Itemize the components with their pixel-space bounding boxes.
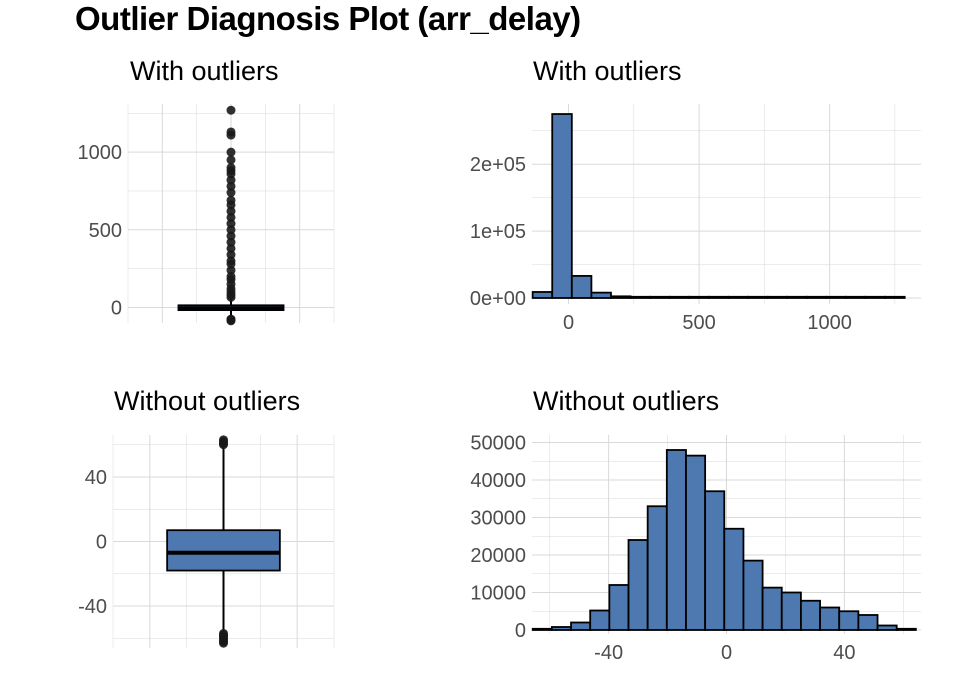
- panel-4-histogram-bar: [819, 606, 841, 631]
- panel-3-outlier-point: [219, 435, 228, 445]
- panel-4-histogram-bar: [761, 586, 783, 631]
- panel-4-histogram-bar: [704, 490, 726, 631]
- panel-4-histogram-bar: [665, 449, 687, 631]
- panel-2-ytick-label: 0e+00: [470, 288, 526, 310]
- panel-4-ytick-label: 30000: [470, 508, 526, 530]
- panel-1-outlier-point: [226, 271, 236, 281]
- panel-2-histogram-bar: [551, 113, 573, 299]
- panel-2-title: With outliers: [533, 56, 682, 86]
- panel-1-outlier-point: [226, 256, 236, 266]
- panel-2-histogram-bar: [707, 295, 730, 299]
- panel-4-histogram-bar: [780, 591, 802, 631]
- panel-1-outlier-point: [226, 212, 236, 222]
- panel-4-histogram-bar: [646, 505, 668, 631]
- page-title: Outlier Diagnosis Plot (arr_delay): [75, 0, 581, 37]
- panel-4-histogram-bar: [876, 624, 898, 631]
- panel-1-outlier-point: [226, 265, 236, 275]
- panel-4-histogram-bar: [895, 627, 917, 631]
- panel-4-histogram-bar: [800, 599, 821, 631]
- panel-1: With outliers 0 500 1000: [78, 56, 335, 326]
- panel-2-histogram-bar: [786, 295, 808, 299]
- panel-2-histogram-bar: [531, 291, 554, 299]
- panel-3: Without outliers -40 0 40: [78, 386, 335, 648]
- panel-4-histogram-bar: [589, 609, 611, 631]
- panel-1-outlier-point: [226, 163, 236, 173]
- panel-2-histogram-bar: [668, 295, 691, 299]
- panel-4-ytick-label: 20000: [470, 545, 526, 567]
- panel-2-histogram-bar: [747, 295, 769, 299]
- panel-4-histogram-bar: [531, 627, 553, 631]
- panel-2-histogram-bar: [570, 275, 593, 299]
- panel-2: With outliers 0e+00 1e+05 2e+05 0 500 1000: [470, 56, 921, 334]
- panel-1-outlier-point: [226, 314, 236, 324]
- panel-1-outlier-point: [226, 147, 236, 157]
- panel-2-histogram-bar: [845, 295, 867, 299]
- panel-1-outlier-point: [226, 231, 236, 241]
- panel-4: Without outliers 0 10000 20000 30000 40000 500…: [470, 386, 921, 664]
- panel-3-outlier-point: [219, 628, 228, 638]
- panel-4-histogram-bar: [550, 626, 572, 631]
- panel-2-xtick-label: 1000: [807, 312, 852, 334]
- panel-2-histogram-bar: [629, 295, 652, 299]
- panel-2-ytick-label: 2e+05: [470, 154, 526, 176]
- panel-1-outlier-point: [226, 127, 236, 137]
- panel-4-xtick-label: 40: [833, 642, 855, 664]
- panel-1-title: With outliers: [130, 56, 279, 86]
- panel-1-outlier-point: [226, 219, 236, 229]
- panel-4-ytick-label: 40000: [470, 470, 526, 492]
- panel-4-histogram-bar: [570, 621, 592, 631]
- panel-4-xtick-label: -40: [594, 642, 623, 664]
- panel-2-histogram-bar: [766, 295, 789, 299]
- panel-1-outlier-point: [226, 195, 236, 205]
- panel-1-outlier-point: [226, 181, 236, 191]
- panel-2-histogram-bar: [805, 295, 828, 299]
- panel-3-box: [166, 529, 281, 572]
- panel-1-outlier-point: [226, 243, 236, 253]
- panel-1-outlier-point: [226, 105, 236, 115]
- panel-1-outlier-point: [226, 188, 236, 198]
- panel-1-outlier-point: [226, 155, 236, 165]
- panel-1-ytick-label: 500: [89, 220, 122, 242]
- panel-4-histogram-bar: [627, 539, 649, 631]
- panel-1-outlier-point: [226, 175, 236, 185]
- panel-2-ytick-label: 1e+05: [470, 221, 526, 243]
- panel-2-histogram-bar: [825, 295, 847, 299]
- panel-2-histogram-bar: [864, 295, 887, 299]
- panel-4-title: Without outliers: [533, 386, 719, 416]
- panel-2-histogram-bar: [884, 295, 906, 299]
- panel-4-ytick-label: 10000: [470, 583, 526, 605]
- panel-4-xtick-label: 0: [721, 642, 732, 664]
- panel-3-ytick-label: 0: [96, 532, 107, 554]
- panel-2-histogram-bar: [590, 291, 612, 299]
- panel-4-histogram-bar: [723, 527, 745, 631]
- panel-1-outlier-point: [226, 237, 236, 247]
- panel-1-outlier-point: [226, 250, 236, 260]
- panel-2-histogram-bar: [688, 295, 710, 299]
- panel-1-outlier-point: [226, 225, 236, 235]
- panel-4-histogram-bar: [685, 454, 707, 631]
- panel-4-histogram-bar: [608, 584, 630, 631]
- panel-2-histogram-bar: [610, 295, 632, 299]
- panel-3-ytick-label: 40: [85, 467, 107, 489]
- panel-1-ytick-label: 0: [111, 297, 122, 319]
- panel-3-title: Without outliers: [114, 386, 300, 416]
- panel-2-histogram-bar: [649, 295, 671, 299]
- panel-2-histogram-bar: [727, 295, 749, 299]
- panel-2-xtick-label: 0: [563, 312, 574, 334]
- panel-2-xtick-label: 500: [682, 312, 715, 334]
- panel-4-ytick-label: 0: [515, 620, 526, 642]
- panel-4-histogram-bar: [857, 614, 879, 631]
- panel-3-ytick-label: -40: [78, 596, 107, 618]
- panel-1-outlier-point: [226, 206, 236, 216]
- panel-1-ytick-label: 1000: [78, 142, 123, 164]
- panel-4-histogram-bar: [742, 559, 764, 631]
- panel-4-ytick-label: 50000: [470, 433, 526, 455]
- panel-4-histogram-bar: [838, 610, 860, 631]
